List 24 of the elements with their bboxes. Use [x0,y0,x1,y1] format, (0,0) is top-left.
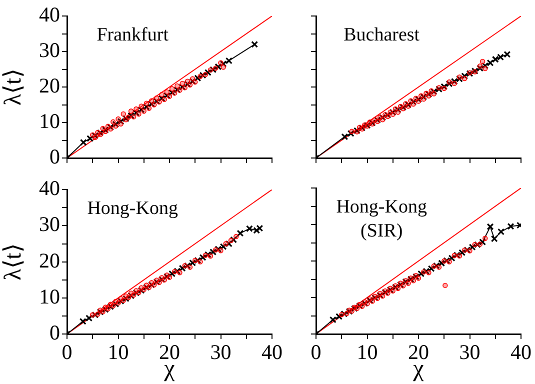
y-tick-label: 10 [39,109,60,134]
y-tick-label: 40 [39,176,60,200]
y-tick-label: 20 [39,248,60,272]
x-tick-label: 30 [459,340,480,364]
y-tick-label: 30 [39,212,60,236]
y-tick-label: 30 [39,38,60,62]
y-tick-label: 10 [39,284,60,308]
annotation: Hong-Kong [336,196,428,218]
y-tick-label: 0 [50,144,60,169]
annotation: Frankfurt [96,24,170,46]
x-tick-label: 10 [108,340,129,364]
y-axis-title: λ⟨t⟩ [0,243,27,280]
y-axis-title: λ⟨t⟩ [0,68,27,106]
annotation: Bucharest [344,24,420,46]
y-tick-label: 20 [39,74,60,98]
annotation: (SIR) [360,220,403,242]
x-tick-label: 10 [356,340,378,364]
annotation: Hong-Kong [87,198,178,220]
x-tick-label: 40 [262,340,282,364]
y-tick-label: 0 [50,320,60,345]
x-tick-label: 30 [210,340,232,364]
x-tick-label: 0 [310,340,322,364]
x-tick-label: 40 [510,340,532,364]
y-tick-label: 40 [39,2,60,27]
